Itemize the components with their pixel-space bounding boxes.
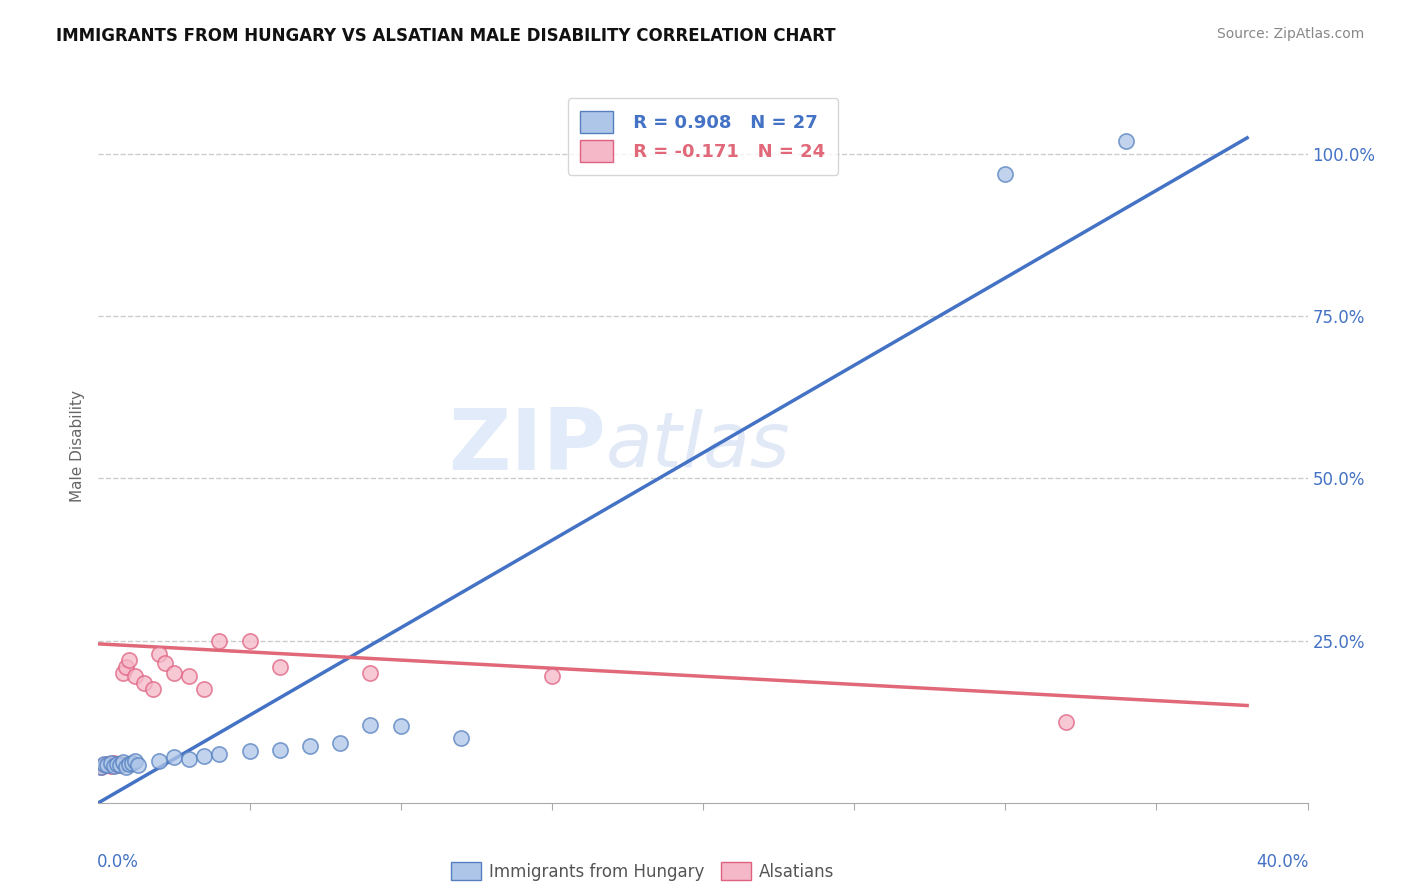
Point (148, 647, 170, 661)
Point (1054, 714, 1077, 729)
Point (111, 755, 134, 769)
Point (90, 760, 112, 774)
Point (153, 657, 176, 671)
Point (105, 758, 128, 772)
Point (114, 760, 136, 774)
Point (239, 633, 262, 648)
Point (360, 666, 382, 681)
Point (132, 675, 155, 690)
Point (299, 739, 322, 753)
Point (208, 633, 231, 648)
Point (127, 758, 149, 772)
Point (193, 749, 215, 764)
Point (163, 750, 186, 764)
Point (163, 666, 186, 681)
Point (90, 760, 112, 774)
Point (208, 747, 231, 761)
Point (239, 744, 262, 758)
Text: atlas: atlas (606, 409, 790, 483)
Text: IMMIGRANTS FROM HUNGARY VS ALSATIAN MALE DISABILITY CORRELATION CHART: IMMIGRANTS FROM HUNGARY VS ALSATIAN MALE… (56, 27, 835, 45)
Point (108, 758, 131, 772)
Point (96, 758, 118, 772)
Point (111, 666, 134, 681)
Point (118, 653, 141, 667)
Point (108, 756, 131, 771)
Point (994, 167, 1017, 181)
Point (389, 719, 412, 733)
Point (121, 756, 143, 770)
Point (179, 752, 201, 766)
Legend: Immigrants from Hungary, Alsatians: Immigrants from Hungary, Alsatians (444, 855, 841, 888)
Text: 0.0%: 0.0% (97, 853, 139, 871)
Point (1115, 134, 1137, 148)
Point (103, 759, 125, 773)
Point (450, 731, 472, 745)
Point (148, 754, 170, 768)
Point (540, 669, 562, 683)
Point (118, 756, 141, 771)
Y-axis label: Male Disability: Male Disability (69, 390, 84, 502)
Point (269, 659, 291, 673)
Text: 40.0%: 40.0% (1257, 853, 1309, 871)
Point (100, 759, 122, 773)
Point (124, 669, 146, 683)
Point (96, 756, 118, 771)
Point (93, 758, 115, 772)
Point (103, 756, 125, 770)
Point (329, 736, 352, 750)
Point (114, 659, 136, 673)
Text: Source: ZipAtlas.com: Source: ZipAtlas.com (1216, 27, 1364, 41)
Point (269, 742, 291, 756)
Text: ZIP: ZIP (449, 404, 606, 488)
Point (124, 754, 146, 768)
Point (142, 682, 165, 697)
Point (93, 756, 115, 771)
Point (360, 718, 382, 732)
Point (193, 682, 215, 697)
Point (179, 669, 201, 683)
Point (105, 756, 128, 771)
Point (100, 756, 122, 770)
